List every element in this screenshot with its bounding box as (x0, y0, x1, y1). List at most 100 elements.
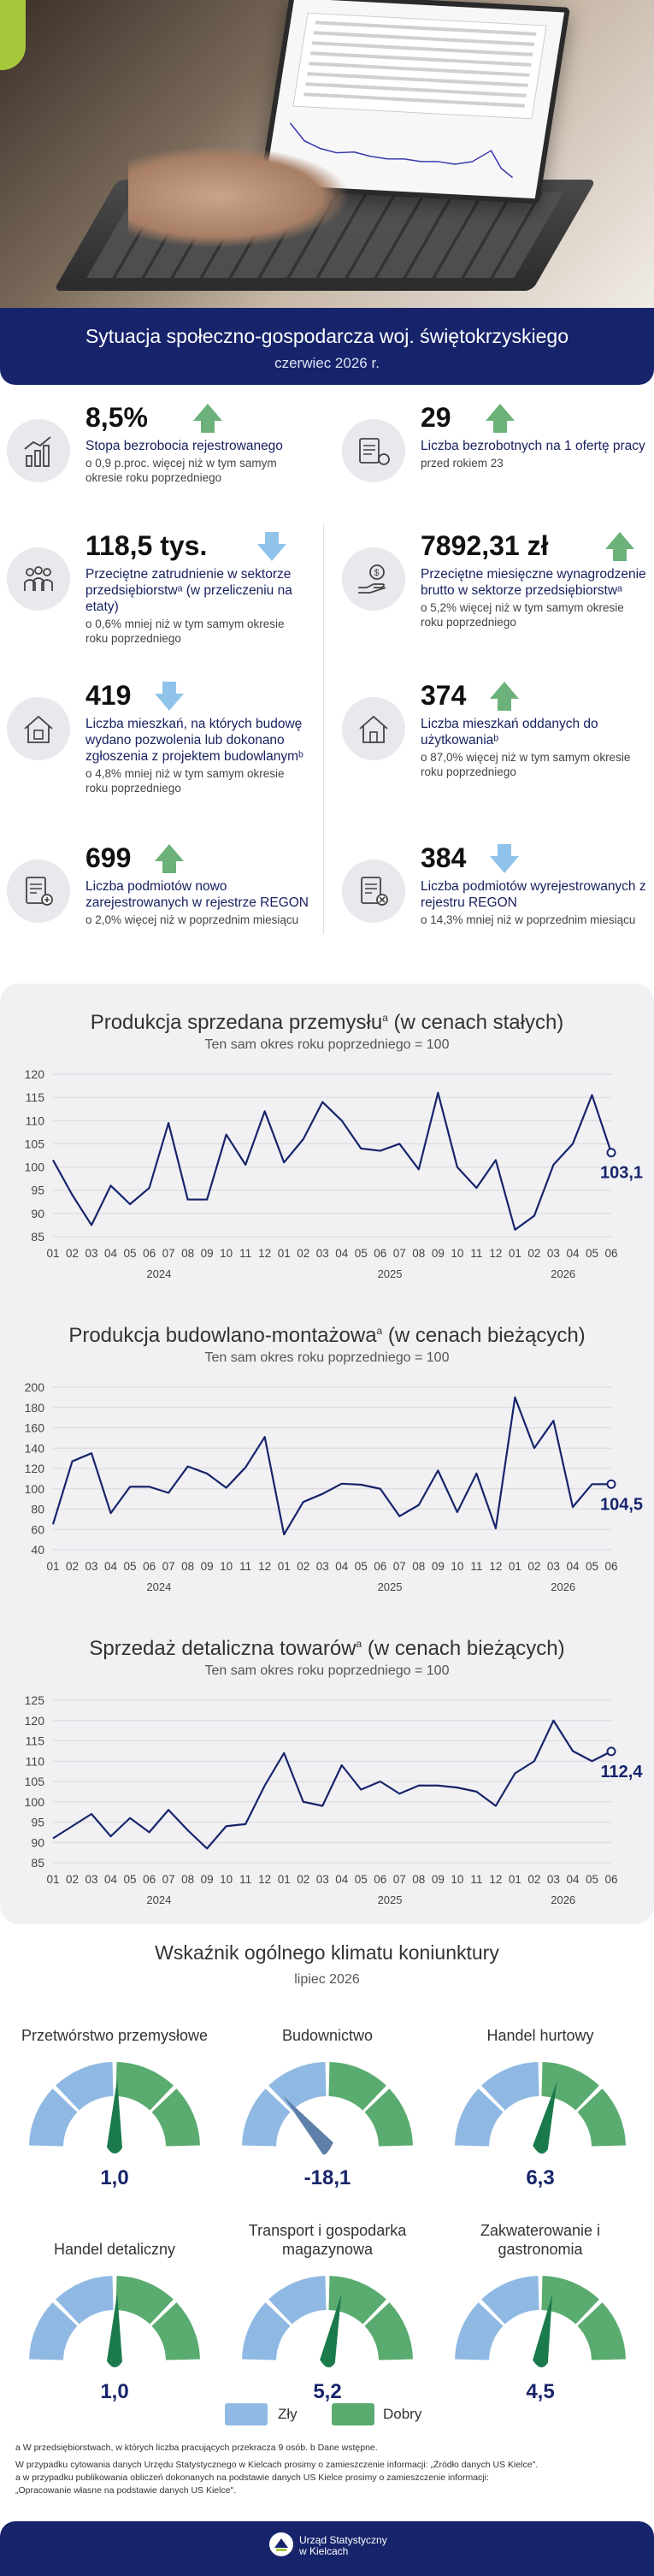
chart-3-title: Sprzedaż detaliczna towarówa (w cenach b… (89, 1637, 565, 1660)
y-tick-label: 160 (25, 1421, 45, 1435)
y-tick-label: 120 (25, 1714, 45, 1728)
x-tick-label: 11 (239, 1247, 251, 1260)
x-tick-label: 10 (220, 1873, 233, 1886)
x-tick-label: 05 (355, 1873, 368, 1886)
x-tick-label: 07 (162, 1873, 175, 1886)
x-tick-label: 01 (46, 1560, 59, 1573)
last-value-label: 104,5 (600, 1495, 643, 1514)
indicator-card: 118,5 tys. Przeciętne zatrudnienie w sekt… (7, 530, 319, 667)
footer-org: Urząd Statystyczny w Kielcach (299, 2535, 387, 2557)
indicator-value: 8,5% (85, 402, 148, 433)
typing-hands (128, 145, 351, 248)
x-tick-label: 04 (566, 1873, 580, 1886)
last-point-marker (606, 1479, 616, 1489)
chart-growth-icon (7, 419, 70, 482)
gauge-segment (364, 2302, 413, 2360)
arrow-down-icon (153, 680, 186, 717)
year-label: 2024 (146, 1267, 171, 1280)
svg-text:$: $ (374, 568, 380, 578)
x-tick-label: 08 (412, 1247, 425, 1260)
gauge-needle (107, 2293, 122, 2368)
x-tick-label: 03 (547, 1873, 560, 1886)
x-tick-label: 09 (201, 1247, 214, 1260)
x-tick-label: 12 (489, 1873, 502, 1886)
x-tick-label: 02 (66, 1560, 79, 1573)
indicator-label: Liczba mieszkań, na których budowę wydan… (85, 717, 303, 764)
legend-good-swatch (332, 2403, 374, 2425)
y-tick-label: 80 (31, 1503, 44, 1516)
x-tick-label: 08 (412, 1560, 425, 1573)
indicator-value: 29 (421, 402, 451, 433)
x-tick-label: 02 (66, 1873, 79, 1886)
y-tick-label: 85 (31, 1230, 44, 1244)
x-tick-label: 04 (335, 1247, 349, 1260)
year-label: 2025 (378, 1894, 403, 1906)
x-tick-label: 06 (604, 1873, 617, 1886)
gauge-dial (242, 2062, 413, 2155)
x-tick-label: 03 (547, 1247, 560, 1260)
employees-icon (7, 547, 70, 611)
indicator-change: przed rokiem 23 (421, 457, 504, 470)
x-tick-label: 08 (181, 1560, 194, 1573)
x-tick-label: 07 (393, 1873, 406, 1886)
x-tick-label: 04 (104, 1873, 118, 1886)
indicator-label: Stopa bezrobocia rejestrowanego (85, 439, 283, 453)
y-tick-label: 100 (25, 1161, 45, 1174)
x-tick-label: 05 (124, 1247, 137, 1260)
indicator-label: Liczba podmiotów wyrejestrowanych z reje… (421, 879, 646, 910)
x-tick-label: 06 (374, 1873, 386, 1886)
gauge-value: 4,5 (526, 2380, 555, 2403)
year-label: 2026 (551, 1580, 575, 1593)
y-tick-label: 120 (25, 1067, 45, 1081)
year-label: 2026 (551, 1267, 575, 1280)
y-tick-label: 105 (25, 1775, 45, 1788)
y-tick-label: 85 (31, 1856, 44, 1870)
x-tick-label: 06 (604, 1247, 617, 1260)
x-tick-label: 01 (509, 1560, 521, 1573)
x-tick-label: 09 (432, 1560, 445, 1573)
indicator-change: o 4,8% mniej niż w tym samym okresie rok… (85, 767, 285, 795)
x-tick-label: 01 (278, 1560, 291, 1573)
climate-gauge: Transport i gospodarka magazynowa 5,2 (229, 2219, 426, 2404)
gauge-dial (455, 2276, 626, 2368)
arrow-down-icon (256, 530, 288, 567)
gauge-segment (29, 2089, 78, 2147)
climate-gauge: Handel hurtowy 6,3 (442, 2006, 639, 2190)
climate-gauge: Zakwaterowanie i gastronomia 4,5 (442, 2219, 639, 2404)
x-tick-label: 01 (278, 1247, 291, 1260)
x-tick-label: 10 (451, 1560, 463, 1573)
x-tick-label: 02 (527, 1247, 540, 1260)
indicator-card: 29 Liczba bezrobotnych na 1 ofertę pracy p… (342, 402, 654, 539)
x-tick-label: 06 (143, 1873, 156, 1886)
footnote-2: W przypadku cytowania danych Urzędu Stat… (15, 2460, 539, 2470)
x-tick-label: 05 (355, 1560, 368, 1573)
x-tick-label: 03 (316, 1247, 329, 1260)
x-tick-label: 01 (509, 1247, 521, 1260)
climate-gauge: Budownictwo -18,1 (229, 2006, 426, 2190)
gauge-dial (29, 2276, 200, 2368)
y-tick-label: 100 (25, 1482, 45, 1496)
x-tick-label: 05 (355, 1247, 368, 1260)
gauge-value: 6,3 (526, 2166, 555, 2189)
x-tick-label: 04 (104, 1560, 118, 1573)
indicator-value: 374 (421, 680, 467, 711)
gauge-sector-name: Przetwórstwo przemysłowe (21, 2027, 209, 2044)
title-banner: Sytuacja społeczno-gospodarcza woj. świę… (0, 308, 654, 385)
x-tick-label: 07 (162, 1247, 175, 1260)
climate-period: lipiec 2026 (294, 1972, 360, 1987)
gauge-segment (242, 2089, 291, 2147)
indicator-value: 419 (85, 680, 132, 711)
gauge-needle (107, 2079, 122, 2154)
gauge-sector-name: Zakwaterowanie i gastronomia (480, 2222, 601, 2258)
x-tick-label: 11 (239, 1873, 251, 1886)
x-tick-label: 02 (527, 1560, 540, 1573)
footnotes: a W przedsiębiorstwach, w których liczba… (15, 2442, 639, 2497)
arrow-down-icon (488, 842, 521, 879)
register-add-icon (7, 860, 70, 923)
gauge-segment (541, 2276, 599, 2325)
indicator-change: o 87,0% więcej niż w tym samym okresie r… (421, 751, 631, 778)
gauge-dial (242, 2276, 413, 2368)
gauge-dial (29, 2062, 200, 2154)
x-tick-label: 04 (566, 1560, 580, 1573)
series-line (52, 1719, 612, 1850)
